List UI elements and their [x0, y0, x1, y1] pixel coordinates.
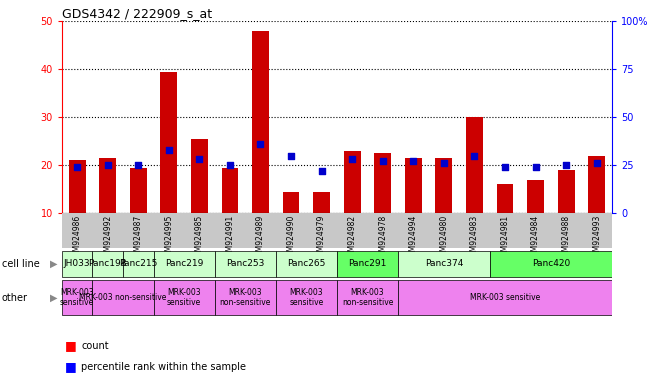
- Point: [133, 162, 143, 168]
- Bar: [405, 158, 422, 213]
- FancyBboxPatch shape: [276, 280, 337, 315]
- Text: GSM924991: GSM924991: [225, 215, 234, 261]
- FancyBboxPatch shape: [398, 251, 490, 277]
- Text: MRK-003 non-sensitive: MRK-003 non-sensitive: [79, 293, 167, 302]
- Bar: [221, 167, 238, 213]
- FancyBboxPatch shape: [398, 280, 612, 315]
- Text: GSM924982: GSM924982: [348, 215, 357, 261]
- Text: Panc215: Panc215: [119, 260, 158, 268]
- Text: GSM924979: GSM924979: [317, 215, 326, 261]
- Point: [500, 164, 510, 170]
- Text: GSM924987: GSM924987: [133, 215, 143, 261]
- FancyBboxPatch shape: [62, 251, 92, 277]
- FancyBboxPatch shape: [92, 251, 123, 277]
- Point: [592, 160, 602, 166]
- Text: GSM924985: GSM924985: [195, 215, 204, 261]
- Point: [439, 160, 449, 166]
- Text: GSM924989: GSM924989: [256, 215, 265, 261]
- Bar: [160, 71, 177, 213]
- Text: GSM924992: GSM924992: [104, 215, 112, 261]
- Bar: [527, 180, 544, 213]
- Text: GSM924986: GSM924986: [73, 215, 81, 261]
- Text: percentile rank within the sample: percentile rank within the sample: [81, 362, 246, 372]
- Text: GSM924994: GSM924994: [409, 215, 418, 261]
- Bar: [313, 192, 330, 213]
- Point: [255, 141, 266, 147]
- Text: Panc253: Panc253: [226, 260, 264, 268]
- Bar: [252, 31, 269, 213]
- Text: Panc219: Panc219: [165, 260, 203, 268]
- Text: Panc291: Panc291: [348, 260, 387, 268]
- Point: [194, 156, 204, 162]
- Bar: [191, 139, 208, 213]
- FancyBboxPatch shape: [62, 280, 92, 315]
- Text: MRK-003 sensitive: MRK-003 sensitive: [470, 293, 540, 302]
- Text: GSM924990: GSM924990: [286, 215, 296, 261]
- Text: Panc374: Panc374: [424, 260, 463, 268]
- Bar: [466, 117, 483, 213]
- Text: Panc265: Panc265: [287, 260, 326, 268]
- Point: [469, 152, 480, 159]
- Bar: [374, 153, 391, 213]
- Bar: [558, 170, 574, 213]
- Text: GSM924995: GSM924995: [164, 215, 173, 261]
- FancyBboxPatch shape: [490, 251, 612, 277]
- FancyBboxPatch shape: [123, 251, 154, 277]
- FancyBboxPatch shape: [62, 213, 612, 248]
- Point: [347, 156, 357, 162]
- Bar: [589, 156, 605, 213]
- FancyBboxPatch shape: [276, 251, 337, 277]
- Bar: [69, 161, 85, 213]
- Point: [378, 158, 388, 164]
- Text: MRK-003
sensitive: MRK-003 sensitive: [167, 288, 201, 307]
- FancyBboxPatch shape: [215, 251, 276, 277]
- Point: [316, 168, 327, 174]
- Bar: [283, 192, 299, 213]
- Text: GSM924984: GSM924984: [531, 215, 540, 261]
- Text: ■: ■: [65, 339, 77, 352]
- Text: GSM924981: GSM924981: [501, 215, 510, 261]
- Text: MRK-003
sensitive: MRK-003 sensitive: [60, 288, 94, 307]
- Text: Panc198: Panc198: [89, 260, 127, 268]
- Point: [286, 152, 296, 159]
- FancyBboxPatch shape: [154, 251, 215, 277]
- Text: ▶: ▶: [49, 259, 57, 269]
- Point: [72, 164, 82, 170]
- Point: [163, 147, 174, 153]
- Text: GSM924988: GSM924988: [562, 215, 570, 261]
- FancyBboxPatch shape: [337, 280, 398, 315]
- Point: [408, 158, 419, 164]
- Point: [102, 162, 113, 168]
- Point: [561, 162, 572, 168]
- Text: other: other: [2, 293, 28, 303]
- Text: Panc420: Panc420: [532, 260, 570, 268]
- Text: GSM924978: GSM924978: [378, 215, 387, 261]
- Text: MRK-003
non-sensitive: MRK-003 non-sensitive: [342, 288, 393, 307]
- FancyBboxPatch shape: [215, 280, 276, 315]
- Text: GSM924980: GSM924980: [439, 215, 449, 261]
- Text: MRK-003
sensitive: MRK-003 sensitive: [289, 288, 324, 307]
- Bar: [497, 184, 514, 213]
- Bar: [130, 167, 146, 213]
- FancyBboxPatch shape: [92, 280, 154, 315]
- Text: cell line: cell line: [2, 259, 40, 269]
- Bar: [344, 151, 361, 213]
- Text: MRK-003
non-sensitive: MRK-003 non-sensitive: [219, 288, 271, 307]
- Point: [531, 164, 541, 170]
- Text: ■: ■: [65, 360, 77, 373]
- Bar: [100, 158, 116, 213]
- Text: GDS4342 / 222909_s_at: GDS4342 / 222909_s_at: [62, 7, 212, 20]
- Text: GSM924983: GSM924983: [470, 215, 479, 261]
- Text: JH033: JH033: [64, 260, 90, 268]
- Point: [225, 162, 235, 168]
- Bar: [436, 158, 452, 213]
- Text: GSM924993: GSM924993: [592, 215, 601, 261]
- Text: count: count: [81, 341, 109, 351]
- Text: ▶: ▶: [49, 293, 57, 303]
- FancyBboxPatch shape: [337, 251, 398, 277]
- FancyBboxPatch shape: [154, 280, 215, 315]
